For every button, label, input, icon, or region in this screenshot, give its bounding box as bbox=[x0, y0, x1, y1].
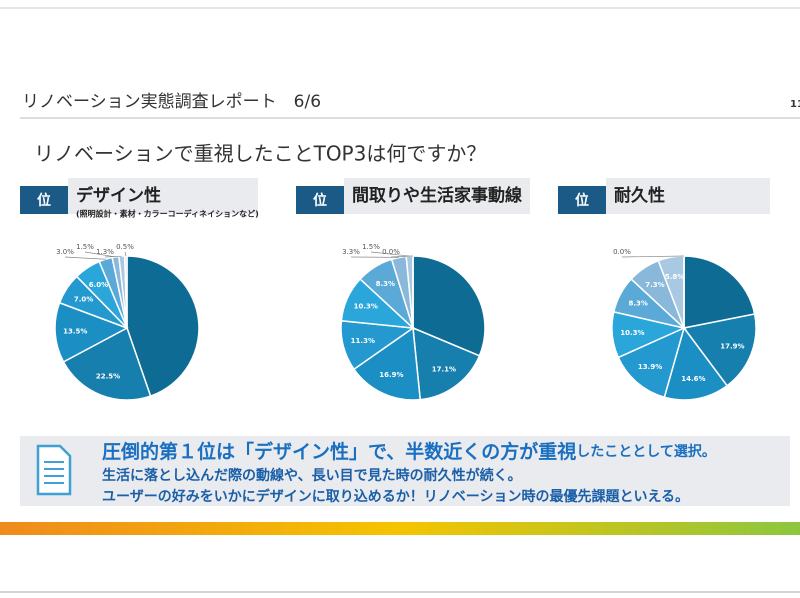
callout-lead-tail: したこととして選択。 bbox=[576, 443, 716, 460]
question: リノベーションで重視したことTOP3は何ですか？ bbox=[34, 142, 486, 166]
slice-label: 13.9% bbox=[638, 363, 662, 371]
rank-label: 位 bbox=[313, 192, 327, 209]
slice-label: 1.5% bbox=[76, 243, 94, 251]
pie-slice bbox=[123, 255, 128, 329]
rank-label: 位 bbox=[37, 192, 51, 209]
pie-slice bbox=[682, 313, 757, 387]
rank-badge bbox=[20, 186, 68, 214]
slice-label: 0.5% bbox=[116, 243, 134, 251]
chart-subtitle: (照明設計・素材・カラーコーディネイションなど) bbox=[76, 209, 259, 219]
color-band bbox=[0, 522, 800, 535]
slice-label: 3.3% bbox=[342, 248, 360, 256]
leader-line bbox=[390, 255, 414, 258]
pie-slice bbox=[54, 301, 129, 363]
leader-line bbox=[64, 256, 106, 260]
title-band bbox=[606, 178, 770, 214]
slice-label: 6.0% bbox=[89, 281, 108, 289]
callout-line: ユーザーの好みをいかにデザインに取り込めるか！リノベーション時の最優先課題といえ… bbox=[102, 488, 689, 505]
slice-label: 7.3% bbox=[645, 281, 664, 289]
leader-line bbox=[124, 251, 127, 257]
pie-slice bbox=[62, 326, 152, 401]
pie-slice bbox=[617, 326, 686, 399]
leader-line bbox=[84, 251, 116, 258]
callout-lead: 圧倒的第１位は「デザイン性」で、半数近くの方が重視したこととして選択。 bbox=[102, 440, 716, 463]
leader-line bbox=[621, 255, 685, 258]
chart-title: 耐久性 bbox=[614, 185, 665, 206]
callout-lead-main: 圧倒的第１位は「デザイン性」で、半数近くの方が重視 bbox=[102, 440, 576, 463]
slice-label: 8.3% bbox=[628, 300, 647, 308]
title-band bbox=[344, 178, 530, 214]
callout-line: 生活に落とし込んだ際の動線や、長い目で見た時の耐久性が続く。 bbox=[102, 467, 522, 484]
pie-slice bbox=[352, 326, 422, 401]
pie-slice bbox=[663, 326, 729, 401]
slice-label: 7.0% bbox=[74, 296, 93, 304]
title-band bbox=[68, 178, 258, 214]
slice-label: 14.6% bbox=[681, 375, 705, 383]
slice-label: 22.5% bbox=[96, 372, 120, 380]
slice-label: 10.3% bbox=[354, 303, 378, 311]
leader-line bbox=[370, 251, 410, 257]
slice-label: 11.3% bbox=[351, 337, 375, 345]
slice-label: 8.3% bbox=[376, 280, 395, 288]
chart-title: 間取りや生活家事動線 bbox=[352, 185, 522, 206]
page-number: 11 bbox=[790, 99, 800, 110]
leader-line bbox=[104, 255, 122, 258]
slice-label: 10.3% bbox=[620, 329, 644, 337]
document-icon bbox=[36, 444, 72, 496]
header-title: リノベーション実態調査レポート 6/6 bbox=[22, 92, 321, 112]
slice-label: 1.5% bbox=[362, 243, 380, 251]
slice-label: 17.9% bbox=[720, 343, 744, 351]
rank-badge bbox=[296, 186, 344, 214]
slice-label: 3.0% bbox=[56, 248, 74, 256]
rank-badge bbox=[558, 186, 606, 214]
slice-label: 0.0% bbox=[613, 248, 631, 256]
slice-label: 0.0% bbox=[382, 248, 400, 256]
slice-label: 1.3% bbox=[96, 248, 114, 256]
chart-title: デザイン性 bbox=[76, 185, 161, 206]
slice-label: 17.1% bbox=[432, 366, 456, 374]
slice-label: 5.8% bbox=[665, 273, 684, 281]
rank-label: 位 bbox=[575, 192, 589, 209]
pie-slice bbox=[412, 326, 481, 401]
pie-slice bbox=[683, 255, 756, 329]
slice-label: 16.9% bbox=[379, 371, 403, 379]
callout-box bbox=[20, 436, 790, 506]
slice-label: 13.5% bbox=[63, 327, 87, 335]
pie-slice bbox=[412, 255, 486, 357]
pie-slice bbox=[126, 255, 200, 397]
